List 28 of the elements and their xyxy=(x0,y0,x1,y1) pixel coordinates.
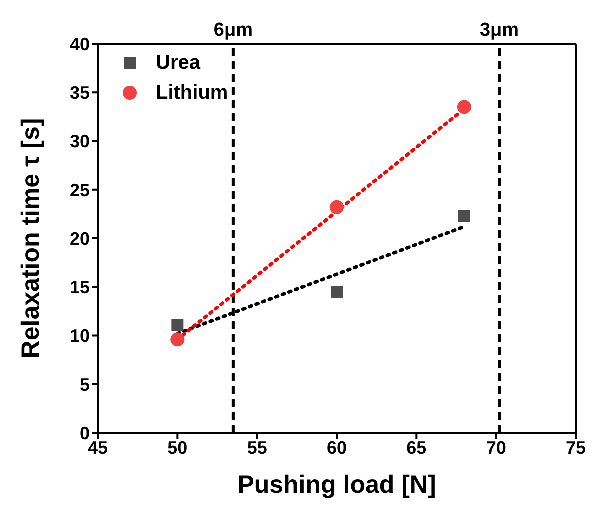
y-tick-label: 5 xyxy=(80,374,90,395)
ref-line-label: 3μm xyxy=(480,20,520,41)
y-tick-label: 10 xyxy=(70,326,90,346)
y-tick-label: 20 xyxy=(70,228,90,249)
x-tick-label: 75 xyxy=(566,438,586,458)
y-axis-title: Relaxation time τ [s] xyxy=(16,118,45,359)
point xyxy=(170,332,185,347)
x-tick-label: 65 xyxy=(406,438,427,458)
y-tick-label: 30 xyxy=(70,132,90,152)
legend-label: Lithium xyxy=(156,81,228,106)
y-tick-label: 40 xyxy=(70,34,90,54)
y-tick-label: 15 xyxy=(70,278,90,298)
point xyxy=(457,100,472,114)
ref-line-label: 6μm xyxy=(214,20,253,41)
y-tick-label: 25 xyxy=(70,180,90,200)
point xyxy=(458,210,470,222)
point xyxy=(172,319,184,332)
x-tick-label: 55 xyxy=(247,438,268,458)
point xyxy=(330,200,344,214)
x-tick-label: 45 xyxy=(88,438,108,458)
x-axis-title: Pushing load [N] xyxy=(238,471,436,499)
x-tick-label: 70 xyxy=(486,438,506,458)
x-tick-label: 60 xyxy=(326,438,348,458)
x-tick-label: 50 xyxy=(168,438,188,458)
y-tick-label: 35 xyxy=(70,83,90,104)
point xyxy=(331,286,343,298)
legend-label: Urea xyxy=(156,51,200,76)
y-tick-label: 0 xyxy=(80,423,90,444)
